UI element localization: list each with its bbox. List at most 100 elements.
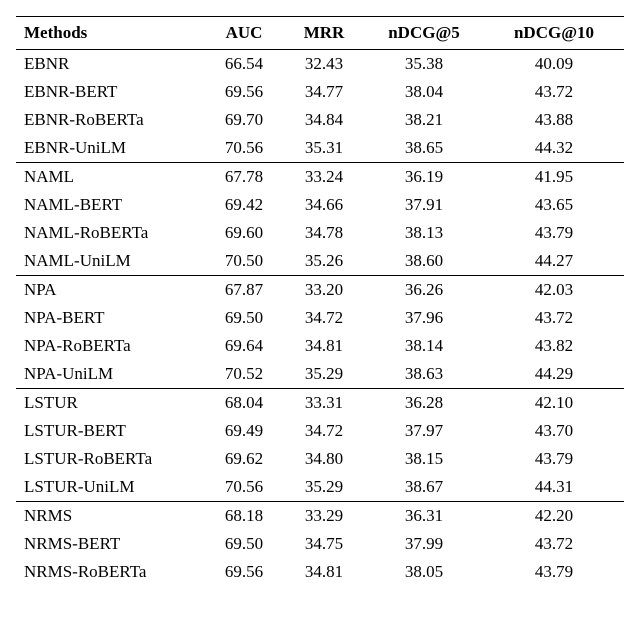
cell-ndcg5: 36.19 bbox=[364, 163, 484, 192]
cell-method: LSTUR-UniLM bbox=[16, 473, 204, 502]
cell-method: NPA bbox=[16, 276, 204, 305]
header-row: Methods AUC MRR nDCG@5 nDCG@10 bbox=[16, 17, 624, 50]
table-row: LSTUR-UniLM70.5635.2938.6744.31 bbox=[16, 473, 624, 502]
cell-mrr: 34.80 bbox=[284, 445, 364, 473]
cell-ndcg5: 38.60 bbox=[364, 247, 484, 276]
cell-ndcg10: 44.29 bbox=[484, 360, 624, 389]
cell-ndcg5: 38.14 bbox=[364, 332, 484, 360]
cell-mrr: 32.43 bbox=[284, 50, 364, 79]
cell-mrr: 33.20 bbox=[284, 276, 364, 305]
cell-mrr: 33.31 bbox=[284, 389, 364, 418]
cell-auc: 67.78 bbox=[204, 163, 284, 192]
cell-ndcg5: 38.65 bbox=[364, 134, 484, 163]
cell-ndcg10: 43.79 bbox=[484, 219, 624, 247]
cell-mrr: 34.72 bbox=[284, 304, 364, 332]
table-row: NAML67.7833.2436.1941.95 bbox=[16, 163, 624, 192]
cell-ndcg10: 42.20 bbox=[484, 502, 624, 531]
cell-ndcg5: 37.91 bbox=[364, 191, 484, 219]
cell-method: NRMS-BERT bbox=[16, 530, 204, 558]
cell-mrr: 34.81 bbox=[284, 332, 364, 360]
cell-ndcg5: 35.38 bbox=[364, 50, 484, 79]
cell-mrr: 33.29 bbox=[284, 502, 364, 531]
cell-method: NRMS-RoBERTa bbox=[16, 558, 204, 586]
cell-ndcg10: 43.72 bbox=[484, 304, 624, 332]
cell-mrr: 34.72 bbox=[284, 417, 364, 445]
cell-method: NPA-RoBERTa bbox=[16, 332, 204, 360]
cell-ndcg5: 38.63 bbox=[364, 360, 484, 389]
cell-auc: 70.56 bbox=[204, 473, 284, 502]
cell-ndcg5: 38.04 bbox=[364, 78, 484, 106]
table-row: NAML-BERT69.4234.6637.9143.65 bbox=[16, 191, 624, 219]
col-ndcg5: nDCG@5 bbox=[364, 17, 484, 50]
cell-method: LSTUR-BERT bbox=[16, 417, 204, 445]
table-row: NRMS-BERT69.5034.7537.9943.72 bbox=[16, 530, 624, 558]
cell-auc: 66.54 bbox=[204, 50, 284, 79]
table-row: NPA67.8733.2036.2642.03 bbox=[16, 276, 624, 305]
cell-auc: 68.18 bbox=[204, 502, 284, 531]
cell-method: EBNR-UniLM bbox=[16, 134, 204, 163]
table-row: NAML-RoBERTa69.6034.7838.1343.79 bbox=[16, 219, 624, 247]
cell-ndcg10: 42.03 bbox=[484, 276, 624, 305]
cell-auc: 69.50 bbox=[204, 530, 284, 558]
table-row: NPA-RoBERTa69.6434.8138.1443.82 bbox=[16, 332, 624, 360]
cell-ndcg5: 38.21 bbox=[364, 106, 484, 134]
cell-mrr: 34.66 bbox=[284, 191, 364, 219]
cell-auc: 69.49 bbox=[204, 417, 284, 445]
table-row: LSTUR68.0433.3136.2842.10 bbox=[16, 389, 624, 418]
cell-mrr: 33.24 bbox=[284, 163, 364, 192]
cell-ndcg5: 38.15 bbox=[364, 445, 484, 473]
table-row: NRMS-RoBERTa69.5634.8138.0543.79 bbox=[16, 558, 624, 586]
cell-ndcg10: 43.79 bbox=[484, 558, 624, 586]
cell-ndcg5: 38.05 bbox=[364, 558, 484, 586]
cell-mrr: 35.31 bbox=[284, 134, 364, 163]
cell-method: NAML bbox=[16, 163, 204, 192]
table-row: LSTUR-BERT69.4934.7237.9743.70 bbox=[16, 417, 624, 445]
cell-mrr: 34.84 bbox=[284, 106, 364, 134]
cell-method: NPA-UniLM bbox=[16, 360, 204, 389]
cell-method: EBNR-RoBERTa bbox=[16, 106, 204, 134]
cell-ndcg10: 42.10 bbox=[484, 389, 624, 418]
cell-ndcg10: 43.65 bbox=[484, 191, 624, 219]
cell-ndcg10: 43.70 bbox=[484, 417, 624, 445]
table-row: LSTUR-RoBERTa69.6234.8038.1543.79 bbox=[16, 445, 624, 473]
cell-auc: 69.60 bbox=[204, 219, 284, 247]
cell-auc: 69.42 bbox=[204, 191, 284, 219]
cell-method: NAML-RoBERTa bbox=[16, 219, 204, 247]
cell-mrr: 35.26 bbox=[284, 247, 364, 276]
cell-auc: 69.56 bbox=[204, 78, 284, 106]
cell-mrr: 34.81 bbox=[284, 558, 364, 586]
cell-ndcg10: 43.79 bbox=[484, 445, 624, 473]
cell-auc: 69.70 bbox=[204, 106, 284, 134]
cell-ndcg10: 44.32 bbox=[484, 134, 624, 163]
cell-ndcg5: 38.67 bbox=[364, 473, 484, 502]
table-row: EBNR-UniLM70.5635.3138.6544.32 bbox=[16, 134, 624, 163]
cell-auc: 69.56 bbox=[204, 558, 284, 586]
cell-auc: 70.52 bbox=[204, 360, 284, 389]
cell-mrr: 35.29 bbox=[284, 360, 364, 389]
cell-auc: 69.50 bbox=[204, 304, 284, 332]
cell-method: NPA-BERT bbox=[16, 304, 204, 332]
cell-ndcg10: 40.09 bbox=[484, 50, 624, 79]
cell-ndcg5: 36.26 bbox=[364, 276, 484, 305]
cell-ndcg10: 44.31 bbox=[484, 473, 624, 502]
col-ndcg10: nDCG@10 bbox=[484, 17, 624, 50]
cell-mrr: 34.78 bbox=[284, 219, 364, 247]
cell-ndcg5: 37.96 bbox=[364, 304, 484, 332]
cell-ndcg5: 38.13 bbox=[364, 219, 484, 247]
cell-auc: 70.50 bbox=[204, 247, 284, 276]
cell-method: NAML-UniLM bbox=[16, 247, 204, 276]
cell-ndcg5: 37.99 bbox=[364, 530, 484, 558]
cell-ndcg5: 37.97 bbox=[364, 417, 484, 445]
table-row: NAML-UniLM70.5035.2638.6044.27 bbox=[16, 247, 624, 276]
cell-method: EBNR bbox=[16, 50, 204, 79]
results-table: Methods AUC MRR nDCG@5 nDCG@10 EBNR66.54… bbox=[16, 16, 624, 586]
cell-mrr: 35.29 bbox=[284, 473, 364, 502]
cell-method: NRMS bbox=[16, 502, 204, 531]
col-methods: Methods bbox=[16, 17, 204, 50]
cell-method: EBNR-BERT bbox=[16, 78, 204, 106]
cell-ndcg10: 43.72 bbox=[484, 78, 624, 106]
cell-method: NAML-BERT bbox=[16, 191, 204, 219]
cell-auc: 69.62 bbox=[204, 445, 284, 473]
cell-method: LSTUR bbox=[16, 389, 204, 418]
cell-ndcg10: 43.88 bbox=[484, 106, 624, 134]
